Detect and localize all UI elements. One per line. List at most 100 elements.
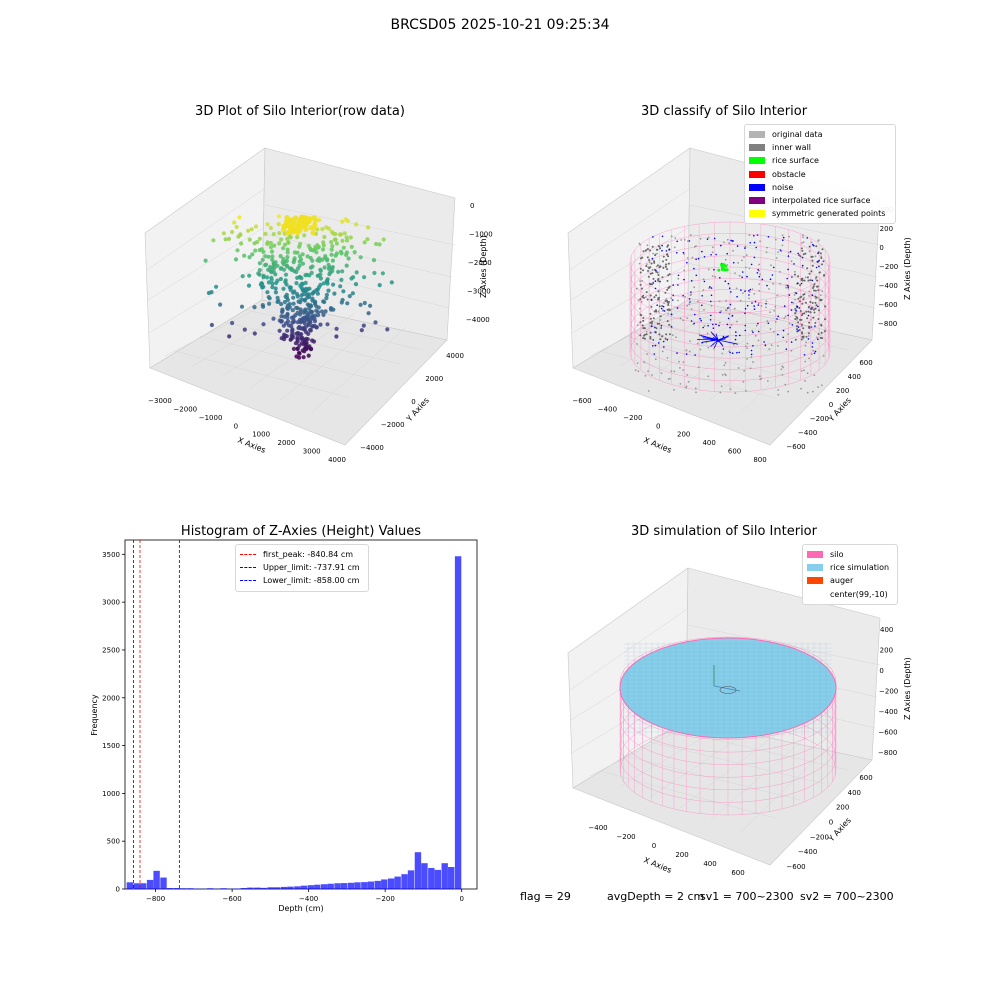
noise-point <box>694 313 696 316</box>
raw-x-tick-label: 1000 <box>252 431 270 439</box>
inner-wall-point <box>655 309 657 312</box>
original-data-point <box>821 290 824 292</box>
original-data-point <box>800 387 802 390</box>
noise-streak <box>717 339 724 347</box>
scatter-point <box>275 295 280 300</box>
original-data-point <box>770 264 772 267</box>
noise-streak <box>702 339 719 343</box>
noise-point <box>724 280 727 283</box>
noise-point <box>739 334 741 337</box>
scatter-point <box>230 229 235 235</box>
original-data-point <box>699 237 702 240</box>
histogram-bar <box>133 883 140 889</box>
noise-point <box>736 295 738 298</box>
inner-wall-point <box>814 289 817 292</box>
original-data-point <box>782 366 785 369</box>
classify-x-tick-label: −200 <box>623 414 642 422</box>
original-data-point <box>674 237 677 239</box>
noise-point <box>750 353 753 356</box>
scatter-point <box>282 242 288 247</box>
inner-wall-point <box>662 260 664 263</box>
noise-point <box>713 237 716 240</box>
original-data-point <box>695 391 697 394</box>
original-data-point <box>755 324 758 327</box>
original-data-point <box>807 335 810 337</box>
noise-point <box>763 341 765 343</box>
scatter-point <box>298 307 303 312</box>
inner-wall-point <box>667 304 670 306</box>
noise-point <box>748 290 750 292</box>
scatter-point <box>300 316 305 321</box>
simulation-y-tick-label: −400 <box>798 848 817 856</box>
original-data-point <box>636 362 639 365</box>
original-data-point <box>683 238 686 241</box>
original-data-point <box>746 342 749 345</box>
scatter-point <box>325 258 330 263</box>
scatter-point <box>293 313 298 318</box>
inner-wall-point <box>806 267 809 270</box>
original-data-point <box>778 270 781 273</box>
scatter-point <box>271 232 276 237</box>
scatter-point <box>276 214 281 219</box>
original-data-point <box>808 290 811 293</box>
original-data-point <box>732 343 735 346</box>
legend-item: rice simulation <box>807 561 892 574</box>
noise-point <box>779 249 782 251</box>
scatter-point <box>297 351 302 356</box>
noise-point <box>758 275 761 278</box>
original-data-point <box>637 370 640 373</box>
noise-streak <box>710 331 719 341</box>
scatter-point <box>322 299 327 305</box>
original-data-point <box>647 390 650 392</box>
inner-wall-point <box>639 298 642 301</box>
original-data-point <box>765 306 767 309</box>
inner-wall-point <box>644 249 647 252</box>
inner-wall-point <box>805 310 808 313</box>
inner-wall-point <box>799 310 802 312</box>
histogram-bar <box>260 887 267 889</box>
scatter-point <box>239 241 244 246</box>
original-data-point <box>685 385 688 388</box>
raw-ylabel: Y Axies <box>404 396 431 424</box>
scatter-point <box>329 240 334 245</box>
noise-point <box>736 245 739 247</box>
scatter-point <box>281 246 286 251</box>
original-data-point <box>795 319 798 321</box>
histogram-bar <box>414 852 422 889</box>
original-data-point <box>726 238 729 241</box>
scatter-point <box>253 248 258 253</box>
legend-swatch <box>749 197 765 205</box>
original-data-point <box>646 244 649 247</box>
legend-swatch <box>749 183 765 191</box>
noise-point <box>710 294 713 297</box>
noise-point <box>791 276 793 278</box>
avg-depth-text: avgDepth = 2 cm <box>607 890 705 903</box>
noise-point <box>813 352 816 355</box>
legend-item: silo <box>807 548 892 561</box>
legend-item: auger <box>807 574 892 587</box>
original-data-point <box>744 345 747 348</box>
simulation-z-tick-label: −400 <box>879 708 898 716</box>
inner-wall-point <box>801 331 803 334</box>
scatter-point <box>352 250 357 255</box>
inner-wall-point <box>653 261 656 264</box>
inner-wall-point <box>661 335 663 338</box>
scatter-point <box>261 304 266 309</box>
classify-z-tick-label: 200 <box>880 225 893 233</box>
simulation-x-tick-label: −200 <box>616 833 635 841</box>
scatter-point <box>303 226 309 233</box>
inner-wall-point <box>642 294 645 297</box>
scatter-point <box>299 281 304 286</box>
original-data-point <box>679 383 682 385</box>
simulation-xlabel: X Axies <box>642 856 673 875</box>
auger-ring <box>719 686 737 694</box>
inner-wall-point <box>649 312 652 315</box>
y-tick-label: 1000 <box>102 790 120 798</box>
simulation-x-tick-label: 0 <box>652 842 656 850</box>
inner-wall-point <box>794 312 797 315</box>
noise-point <box>797 252 799 255</box>
noise-point <box>726 323 729 326</box>
scatter-point <box>329 247 334 252</box>
simulation-z-tick-label: −800 <box>878 749 897 757</box>
noise-point <box>668 248 671 251</box>
